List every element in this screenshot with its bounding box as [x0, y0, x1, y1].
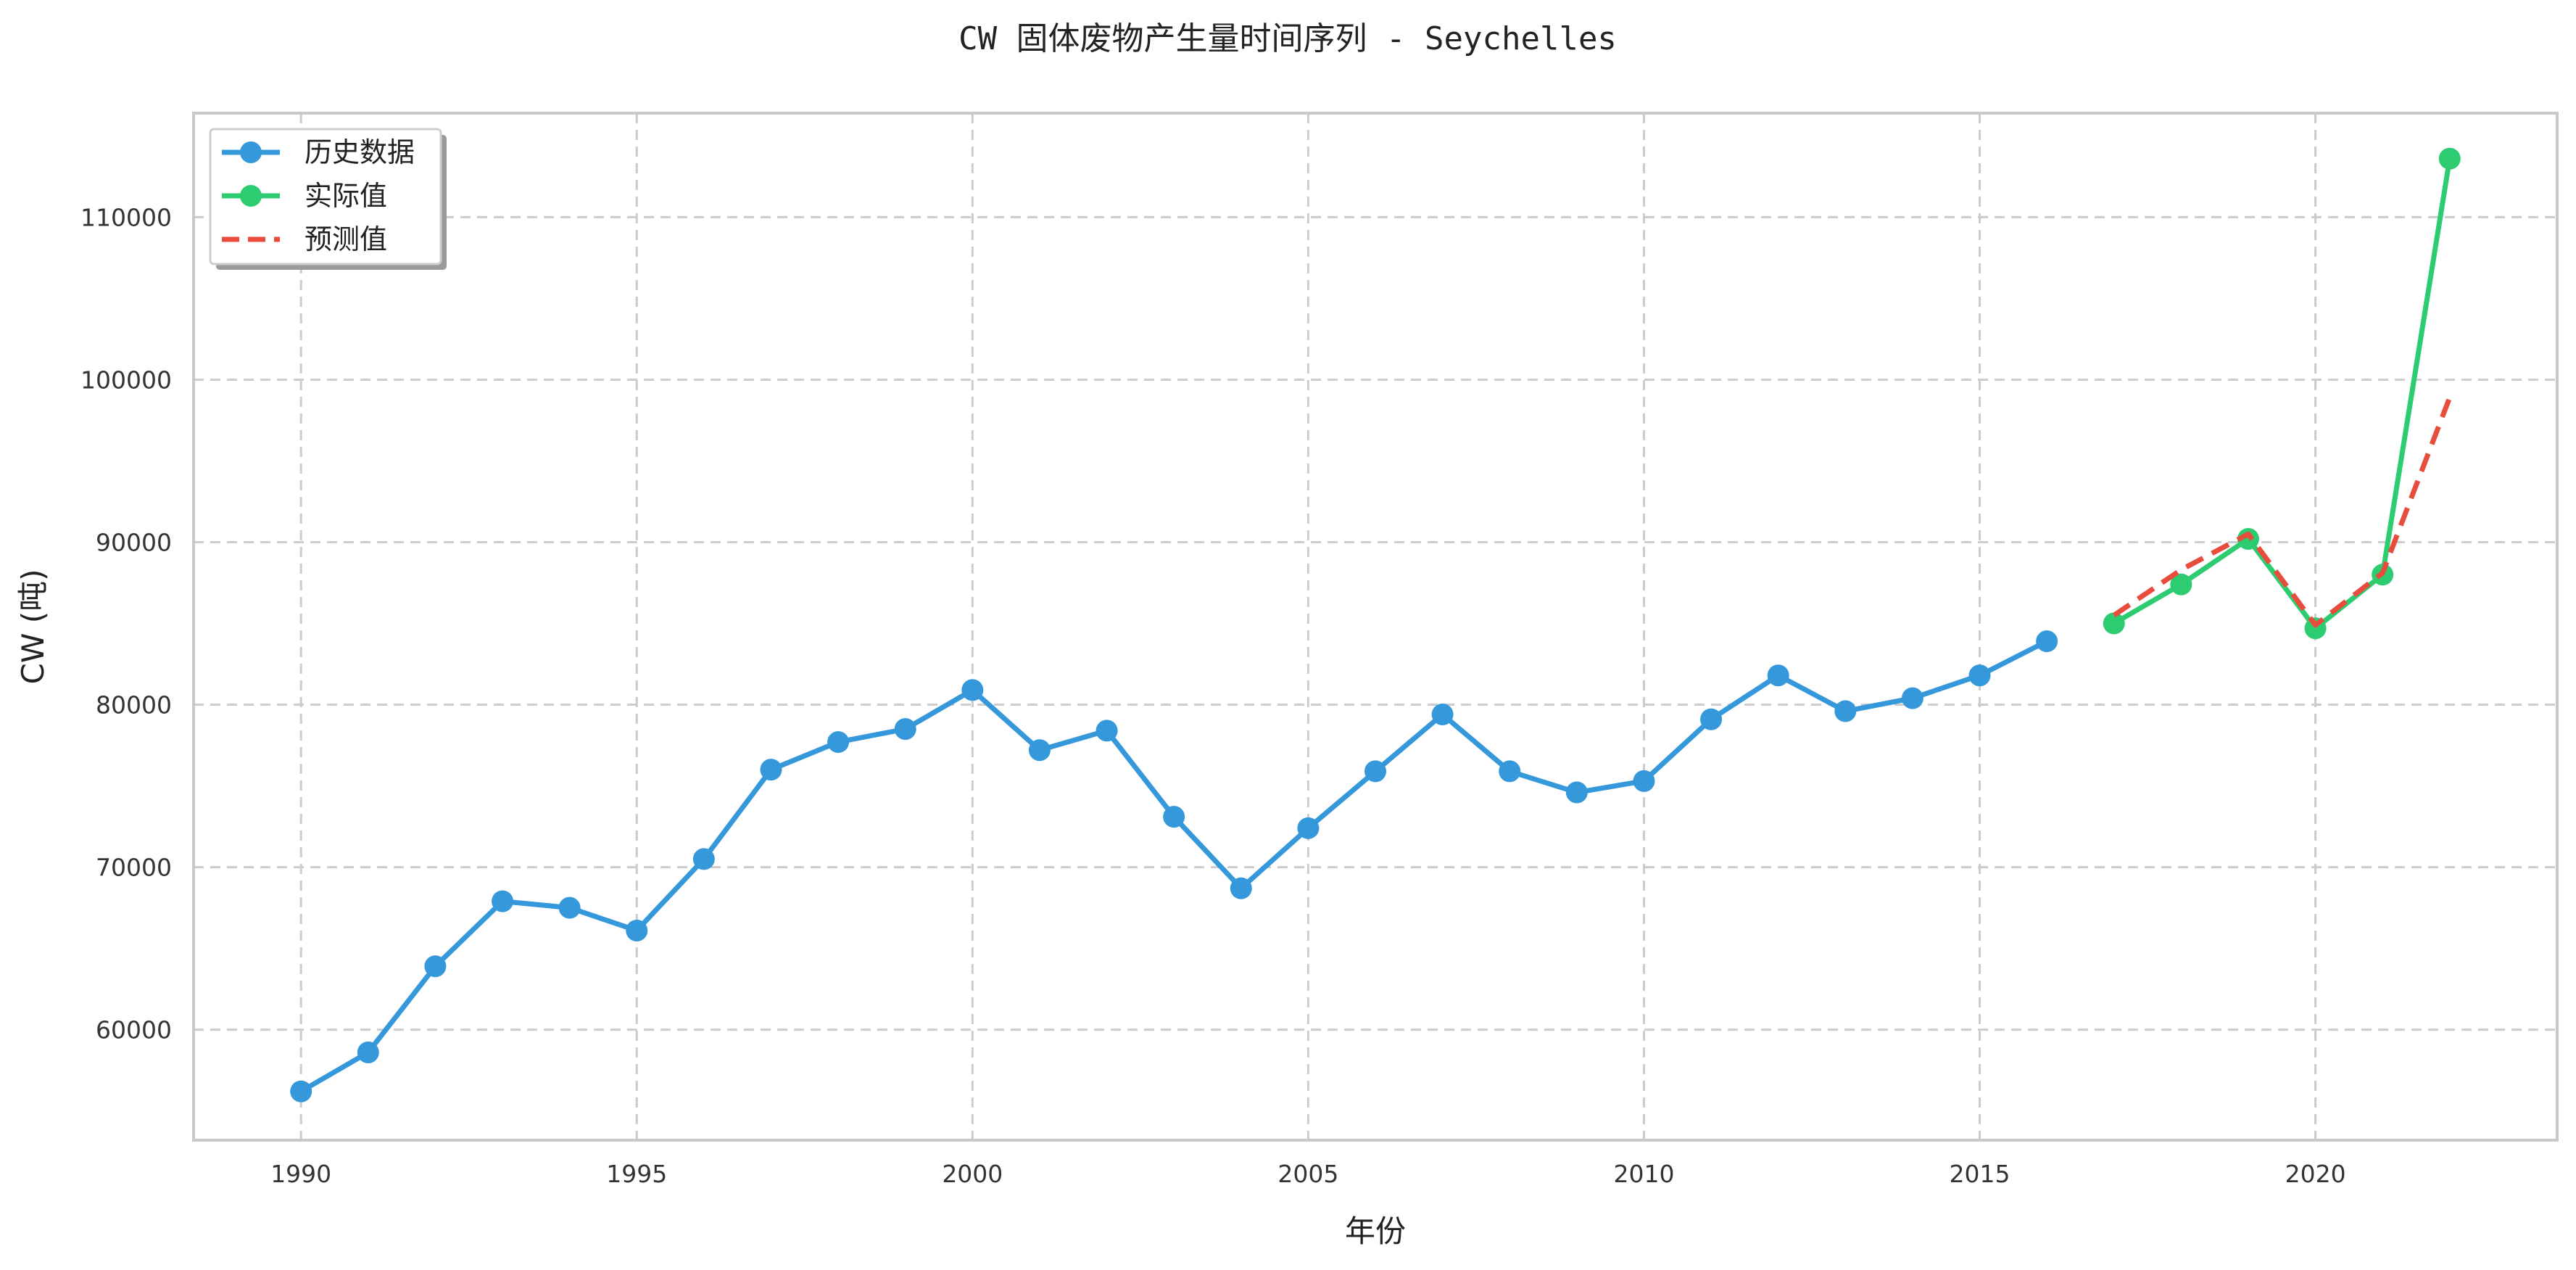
data-point	[1633, 770, 1655, 792]
x-tick-label: 2020	[2285, 1160, 2346, 1188]
data-point	[1901, 687, 1923, 709]
data-point	[827, 731, 850, 754]
legend-marker	[240, 185, 262, 207]
y-tick-label: 60000	[96, 1016, 172, 1044]
plot-frame	[192, 112, 2559, 1142]
x-tick-label: 1995	[606, 1160, 667, 1188]
data-point	[2103, 612, 2125, 635]
data-point	[558, 896, 581, 919]
legend-marker	[240, 141, 262, 163]
y-tick-label: 110000	[80, 203, 172, 231]
data-point	[1431, 703, 1454, 725]
data-point	[1096, 719, 1118, 742]
x-tick-label: 2015	[1950, 1160, 2010, 1188]
data-point	[1230, 877, 1252, 899]
legend-label: 预测值	[305, 223, 387, 255]
legend-item: 历史数据	[222, 136, 415, 168]
data-point	[1163, 806, 1185, 828]
series-line	[2112, 396, 2453, 628]
series-3	[2112, 396, 2453, 628]
data-point	[626, 919, 648, 941]
data-point	[692, 848, 715, 870]
data-point	[961, 679, 984, 701]
grid-layer	[194, 113, 2557, 1140]
legend-label: 实际值	[305, 180, 387, 212]
series-1	[290, 630, 2058, 1102]
legend-item: 预测值	[222, 223, 387, 255]
data-point	[1499, 760, 1521, 783]
legend-box	[209, 128, 442, 265]
legend-item: 实际值	[222, 180, 387, 212]
data-point	[492, 890, 514, 912]
data-point	[1565, 781, 1588, 804]
series-2	[2103, 147, 2461, 640]
series-line	[2111, 156, 2453, 631]
x-tick-label: 2010	[1613, 1160, 1674, 1188]
data-point	[760, 759, 782, 781]
ticks-layer: 1990 1995 2000 2005 2010 2015 2020 60000 70000 80…	[80, 203, 2346, 1188]
data-point	[2036, 630, 2058, 653]
legend-label: 历史数据	[305, 136, 415, 168]
data-point	[1834, 700, 1857, 722]
data-point	[1028, 739, 1051, 762]
data-point	[290, 1080, 312, 1102]
series-layer	[290, 147, 2461, 1102]
data-point	[1297, 817, 1320, 839]
data-point	[1767, 664, 1789, 687]
y-tick-label: 70000	[96, 854, 172, 882]
x-tick-label: 1990	[270, 1160, 331, 1188]
chart-title: CW 固体废物产生量时间序列 - Seychelles	[958, 20, 1617, 57]
data-point	[2170, 573, 2192, 595]
x-tick-label: 2005	[1277, 1160, 1338, 1188]
data-point	[2438, 147, 2461, 170]
data-point	[1968, 664, 1991, 687]
data-point	[357, 1042, 379, 1064]
y-tick-label: 90000	[96, 528, 172, 556]
x-tick-label: 2000	[942, 1160, 1003, 1188]
y-axis-label: CW (吨)	[15, 569, 51, 685]
data-point	[1364, 760, 1386, 783]
data-point	[2237, 528, 2259, 551]
y-tick-label: 80000	[96, 691, 172, 719]
x-axis-label: 年份	[1345, 1213, 1406, 1249]
data-point	[1700, 708, 1723, 730]
y-tick-label: 100000	[80, 366, 172, 394]
data-point	[424, 955, 447, 978]
data-point	[894, 718, 916, 741]
